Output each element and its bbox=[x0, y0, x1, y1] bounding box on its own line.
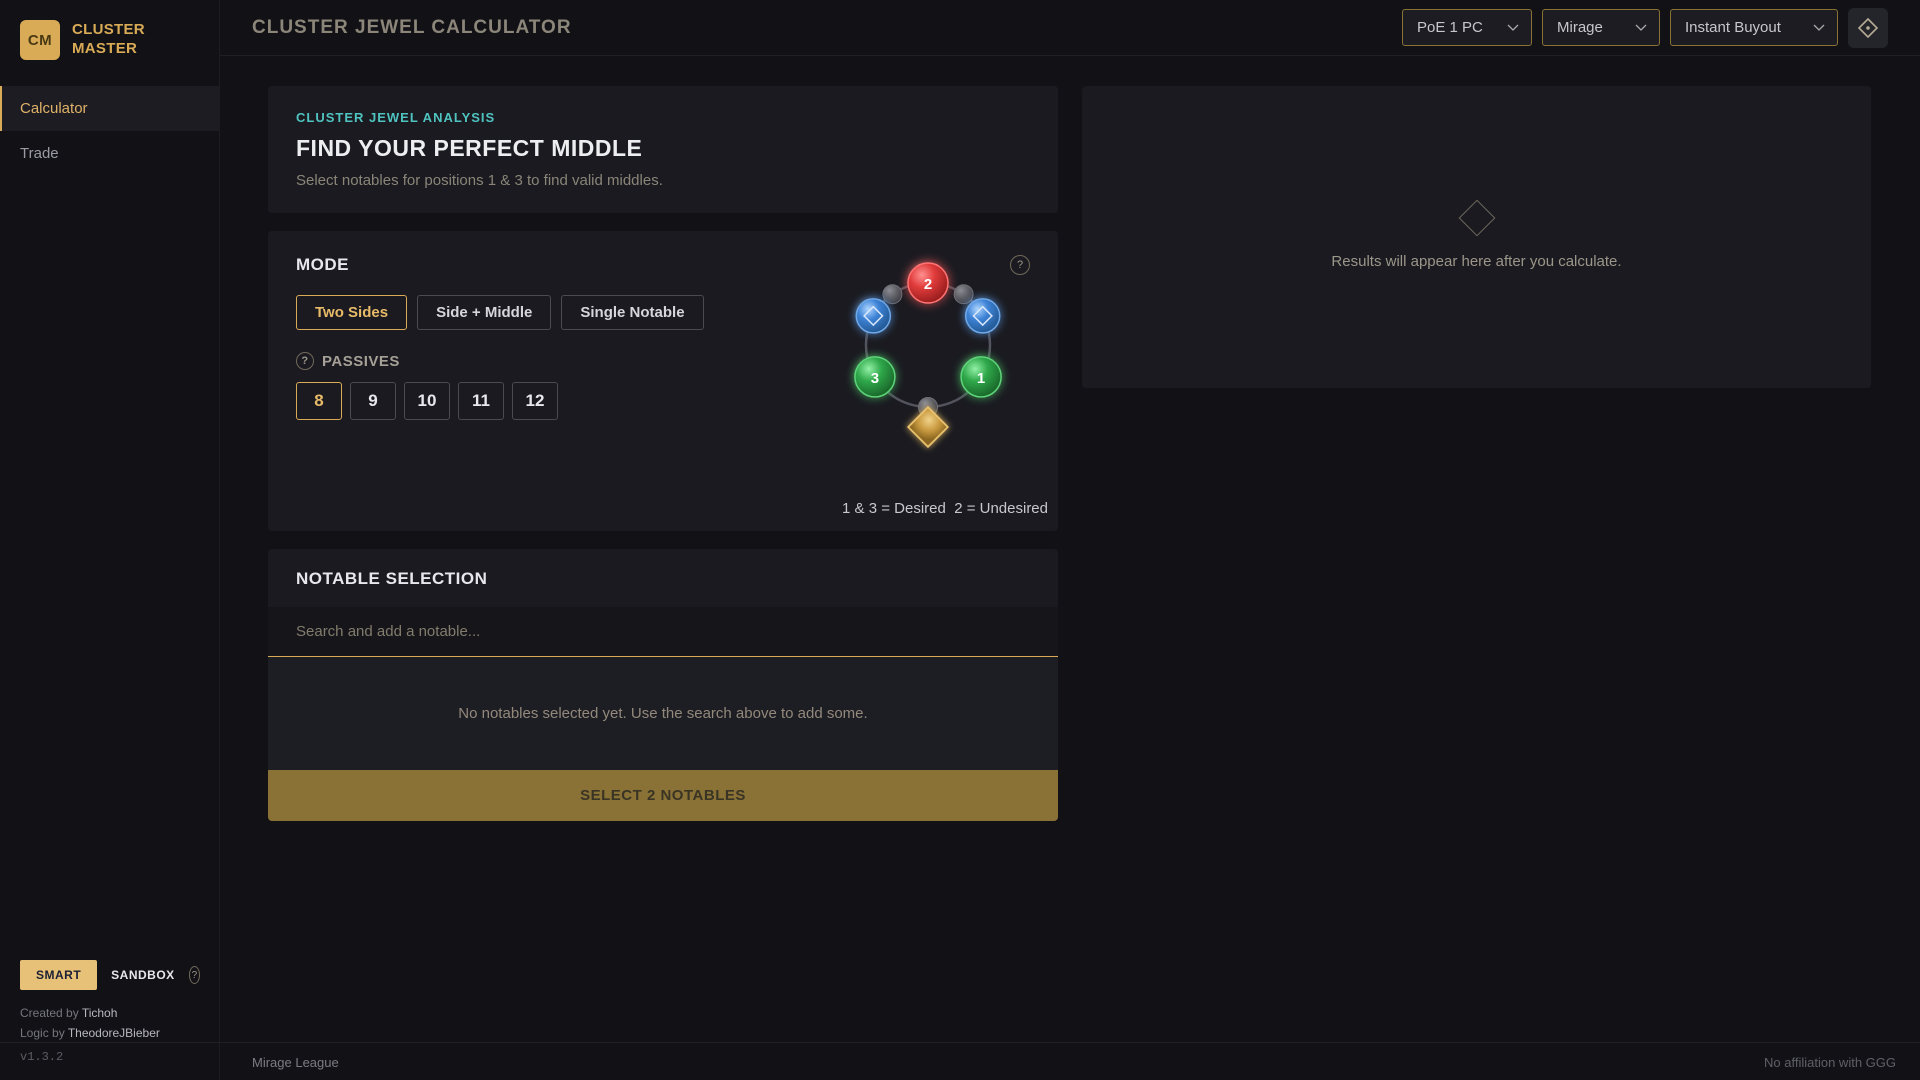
svg-text:1: 1 bbox=[977, 370, 985, 387]
svg-text:3: 3 bbox=[871, 370, 879, 387]
svg-text:2: 2 bbox=[924, 276, 932, 293]
